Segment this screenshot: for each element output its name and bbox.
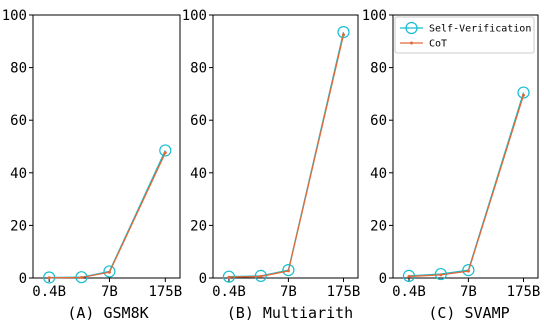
y-tick-label: 100 — [362, 8, 387, 24]
legend-swatch-marker — [410, 41, 413, 45]
panel-2: 0 20 40 60 80 100 0.4B 7B 175B (B) Multiarith — [182, 8, 361, 322]
y-tick-label: 0 — [379, 271, 387, 287]
self-verification-point — [103, 265, 116, 278]
y-tick-label: 0 — [199, 271, 207, 287]
self-verification-line — [228, 31, 345, 278]
cot-point — [259, 274, 263, 278]
cot-point — [227, 275, 231, 279]
cot-point — [439, 273, 443, 277]
y-tick-label: 20 — [10, 218, 27, 234]
y-tick-label: 20 — [190, 218, 207, 234]
cot-point — [407, 274, 411, 278]
cot-line — [228, 34, 345, 278]
legend-swatch-marker — [405, 21, 418, 35]
y-tick-label: 40 — [190, 166, 207, 182]
legend: Self-Verification CoT — [394, 16, 535, 54]
y-tick-label: 20 — [370, 218, 387, 234]
panel-1: 0 20 40 60 80 100 0.4B 7B 175B(A) GSM8K — [2, 8, 182, 322]
panel-title: (C) SVAMP — [428, 304, 509, 322]
y-tick-label: 0 — [19, 271, 27, 287]
y-tick-label: 80 — [370, 61, 387, 77]
legend-label: CoT — [429, 39, 447, 50]
legend-label: Self-Verification — [429, 24, 531, 35]
x-tick-label: 175B — [327, 284, 361, 300]
cot-point — [522, 93, 525, 97]
y-tick-label: 60 — [190, 113, 207, 129]
self-verification-point — [337, 25, 350, 39]
y-tick-label: 60 — [10, 113, 27, 129]
x-tick-label: 175B — [507, 284, 541, 300]
y-tick-label: 100 — [2, 8, 27, 24]
x-tick-label: 175B — [148, 284, 182, 300]
plot-frame — [32, 14, 181, 279]
y-tick-label: 80 — [10, 61, 27, 77]
self-verification-point — [462, 264, 475, 277]
x-tick-label: 0.4B — [212, 284, 246, 300]
self-verification-line — [408, 92, 525, 277]
y-tick-label: 40 — [10, 166, 27, 182]
cot-point — [80, 275, 84, 279]
y-tick-label: 100 — [182, 8, 207, 24]
cot-point — [286, 269, 290, 273]
panel-title: (A) GSM8K — [67, 304, 148, 322]
cot-point — [163, 151, 167, 155]
panel-3: 0 20 40 60 80 100 0.4B 7B 175B (C) SVAMP Self-Veri… — [362, 8, 541, 322]
cot-point — [466, 269, 470, 273]
cot-point — [107, 270, 111, 274]
panel-title: (B) Multiarith — [227, 304, 353, 322]
y-tick-label: 40 — [370, 166, 387, 182]
x-tick-label: 7B — [101, 284, 118, 300]
y-tick-label: 60 — [370, 113, 387, 129]
cot-line — [49, 152, 166, 279]
self-verification-point — [517, 86, 530, 99]
self-verification-point — [282, 264, 295, 277]
x-tick-label: 7B — [280, 284, 297, 300]
x-tick-label: 0.4B — [392, 284, 426, 300]
y-tick-label: 80 — [190, 61, 207, 77]
cot-point — [342, 33, 345, 37]
self-verification-point — [159, 144, 172, 157]
plot-frame — [212, 14, 359, 279]
x-tick-label: 7B — [460, 284, 477, 300]
cot-point — [47, 276, 51, 280]
plot-frame — [392, 14, 539, 279]
x-tick-label: 0.4B — [32, 284, 66, 300]
legend-box — [394, 16, 535, 54]
cot-line — [408, 95, 525, 278]
self-verification-line — [49, 150, 166, 279]
